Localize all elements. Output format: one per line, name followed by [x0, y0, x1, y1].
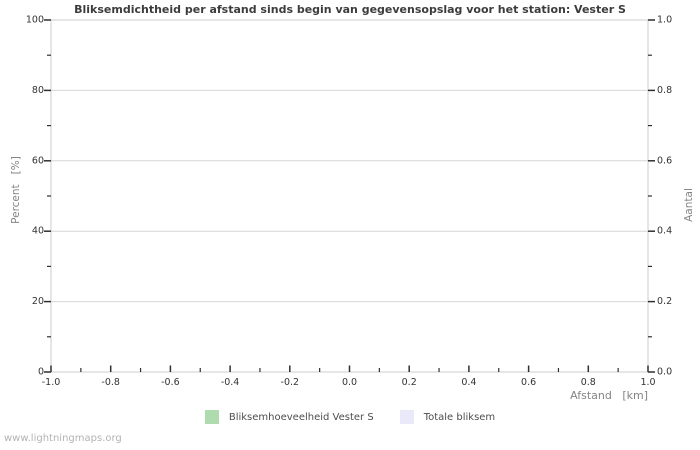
- x-tick-label: 0.8: [581, 377, 596, 388]
- x-tick-label: 0.6: [521, 377, 536, 388]
- legend-item: Bliksemhoeveelheid Vester S: [204, 410, 374, 424]
- y-left-tick-label: 60: [32, 155, 44, 166]
- y-right-tick-label: 0.6: [657, 155, 672, 166]
- x-tick-label: -0.2: [281, 377, 300, 388]
- y-right-tick-label: 0.0: [657, 367, 672, 378]
- legend-label: Totale bliksem: [423, 411, 496, 423]
- plot-border: [50, 19, 649, 373]
- x-tick-label: 0.4: [461, 377, 476, 388]
- y-left-tick-label: 40: [32, 226, 44, 237]
- x-tick-label: 0.0: [342, 377, 357, 388]
- x-tick-label: -0.6: [161, 377, 180, 388]
- y-right-tick-label: 0.4: [657, 226, 672, 237]
- y-axis-title-left: Percent [%]: [10, 156, 22, 224]
- watermark: www.lightningmaps.org: [4, 433, 122, 444]
- x-tick-label: 0.2: [402, 377, 417, 388]
- legend-swatch: [204, 410, 219, 424]
- y-right-tick-label: 0.8: [657, 85, 672, 96]
- x-tick-label: -0.8: [101, 377, 120, 388]
- y-left-tick-label: 80: [32, 85, 44, 96]
- y-left-tick-label: 0: [38, 367, 44, 378]
- x-axis-title: Afstand [km]: [570, 389, 648, 402]
- x-tick-label: -1.0: [42, 377, 61, 388]
- legend-label: Bliksemhoeveelheid Vester S: [228, 411, 374, 423]
- legend-item: Totale bliksem: [399, 410, 496, 424]
- y-axis-title-right: Aantal: [683, 188, 695, 222]
- y-left-tick-label: 100: [26, 15, 44, 26]
- y-right-tick-label: 1.0: [657, 15, 672, 26]
- y-left-tick-label: 20: [32, 296, 44, 307]
- y-right-tick-label: 0.2: [657, 296, 672, 307]
- chart-title: Bliksemdichtheid per afstand sinds begin…: [74, 3, 626, 16]
- x-tick-label: 1.0: [640, 377, 655, 388]
- x-tick-label: -0.4: [221, 377, 240, 388]
- legend: Bliksemhoeveelheid Vester S Totale blikse…: [0, 410, 700, 424]
- legend-swatch: [399, 410, 414, 424]
